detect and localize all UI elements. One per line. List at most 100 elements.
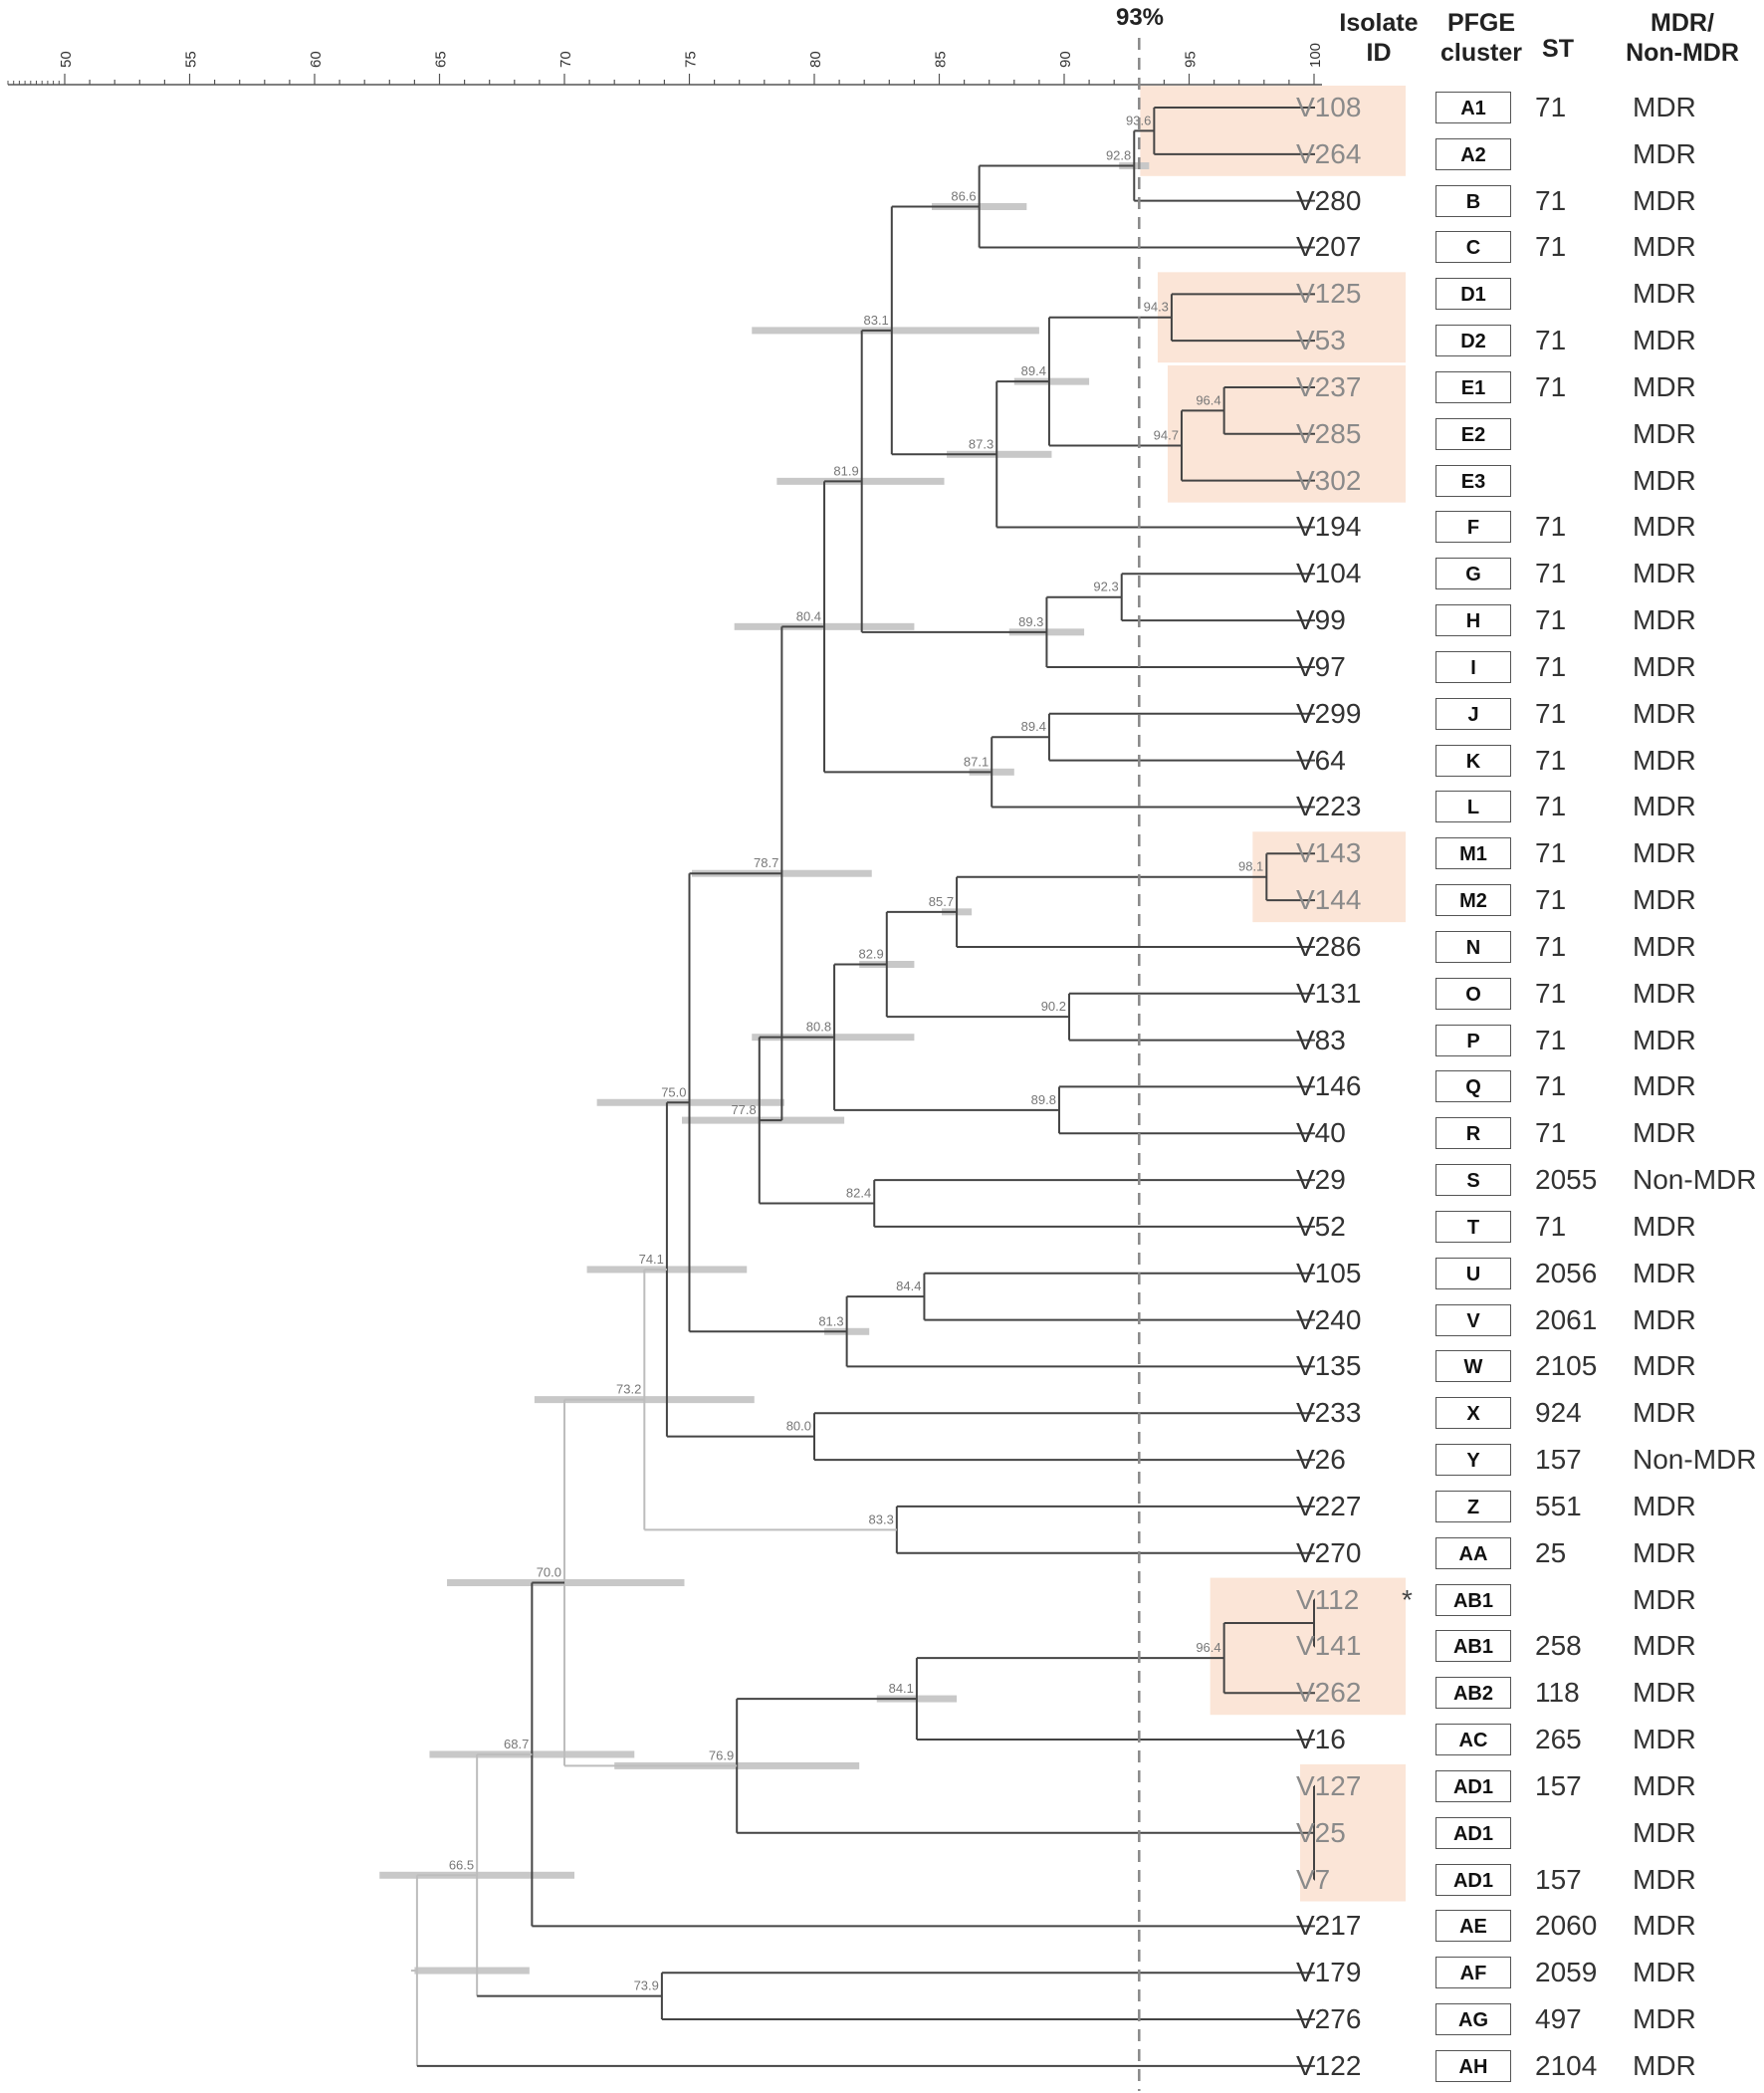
error-bar xyxy=(447,1579,685,1587)
node-value-label: 77.8 xyxy=(731,1102,756,1117)
pfge-cluster-box: H xyxy=(1435,604,1511,637)
mdr-status: MDR xyxy=(1633,1070,1696,1102)
pfge-cluster-header: PFGE cluster xyxy=(1433,8,1529,68)
pfge-cluster-box: C xyxy=(1435,231,1511,264)
st-value: 258 xyxy=(1535,1630,1582,1662)
mdr-status: MDR xyxy=(1633,1536,1696,1568)
isolate-id: V127 xyxy=(1296,1769,1362,1801)
mdr-header-line1: MDR/ xyxy=(1651,9,1714,37)
isolate-id: V285 xyxy=(1296,417,1362,449)
isolate-id: V29 xyxy=(1296,1164,1346,1196)
st-value: 924 xyxy=(1535,1397,1582,1429)
pfge-cluster-box: K xyxy=(1435,744,1511,777)
isolate-id: V141 xyxy=(1296,1630,1362,1662)
axis-tick-label: 70 xyxy=(557,51,574,68)
node-value-label: 92.3 xyxy=(1093,580,1118,594)
axis-tick-label: 80 xyxy=(807,51,824,68)
pfge-cluster-box: A2 xyxy=(1435,137,1511,170)
isolate-id: V52 xyxy=(1296,1210,1346,1242)
isolate-id: V227 xyxy=(1296,1490,1362,1521)
mdr-status: MDR xyxy=(1633,1816,1696,1848)
mdr-status: MDR xyxy=(1633,1397,1696,1429)
node-value-label: 73.9 xyxy=(634,1978,659,1993)
mdr-status: MDR xyxy=(1633,1769,1696,1801)
error-bar xyxy=(1013,377,1090,385)
node-value-label: 66.5 xyxy=(449,1857,474,1872)
pfge-cluster-box: D2 xyxy=(1435,325,1511,357)
st-value: 2105 xyxy=(1535,1350,1598,1382)
pfge-cluster-box: AF xyxy=(1435,1957,1511,1989)
node-value-label: 84.4 xyxy=(896,1279,921,1293)
pfge-cluster-box: AB1 xyxy=(1435,1630,1511,1663)
pfge-cluster-box: I xyxy=(1435,650,1511,683)
st-value: 71 xyxy=(1535,791,1567,822)
isolate-id: V262 xyxy=(1296,1677,1362,1709)
mdr-status: MDR xyxy=(1633,977,1696,1009)
st-value: 2061 xyxy=(1535,1303,1598,1335)
st-value: 71 xyxy=(1535,930,1567,962)
node-value-label: 74.1 xyxy=(639,1252,664,1267)
mdr-status: MDR xyxy=(1633,137,1696,169)
pfge-cluster-box: F xyxy=(1435,511,1511,544)
mdr-status: Non-MDR xyxy=(1633,1164,1757,1196)
mdr-status: MDR xyxy=(1633,92,1696,122)
node-value-label: 92.8 xyxy=(1106,148,1131,163)
node-value-label: 82.4 xyxy=(846,1186,871,1201)
isolate-id: V143 xyxy=(1296,837,1362,869)
mdr-status: MDR xyxy=(1633,1210,1696,1242)
isolate-id: V108 xyxy=(1296,92,1362,122)
isolate-id: V112 xyxy=(1296,1583,1360,1615)
isolate-id: V299 xyxy=(1296,697,1362,729)
axis-tick-label: 95 xyxy=(1183,51,1200,68)
isolate-id: V179 xyxy=(1296,1957,1362,1988)
isolate-id: V194 xyxy=(1296,511,1362,543)
isolate-id: V125 xyxy=(1296,278,1362,310)
pfge-cluster-box: AB2 xyxy=(1435,1677,1511,1710)
pfge-cluster-box: AG xyxy=(1435,2003,1511,2036)
node-value-label: 75.0 xyxy=(661,1084,686,1099)
isolate-id: V104 xyxy=(1296,558,1362,589)
mdr-status: MDR xyxy=(1633,1724,1696,1755)
isolate-id: V217 xyxy=(1296,1910,1362,1942)
node-value-label: 68.7 xyxy=(504,1737,529,1751)
pfge-cluster-box: R xyxy=(1435,1117,1511,1150)
isolate-id: V276 xyxy=(1296,2003,1362,2035)
mdr-status: MDR xyxy=(1633,744,1696,776)
node-value-label: 89.3 xyxy=(1018,614,1043,629)
pfge-header-line1: PFGE xyxy=(1446,9,1516,37)
mdr-status: MDR xyxy=(1633,1957,1696,1988)
pfge-cluster-box: V xyxy=(1435,1303,1511,1336)
isolate-header-line1: Isolate xyxy=(1339,9,1419,37)
pfge-cluster-box: X xyxy=(1435,1397,1511,1430)
cluster-highlight xyxy=(1140,86,1406,176)
axis-tick-label: 100 xyxy=(1307,43,1324,68)
node-value-label: 73.2 xyxy=(616,1382,641,1397)
isolate-id: V26 xyxy=(1296,1444,1346,1476)
node-value-label: 89.8 xyxy=(1031,1092,1056,1107)
node-value-label: 76.9 xyxy=(709,1747,734,1762)
st-value: 2059 xyxy=(1535,1957,1598,1988)
mdr-status: MDR xyxy=(1633,697,1696,729)
mdr-status: MDR xyxy=(1633,650,1696,682)
pfge-cluster-box: D1 xyxy=(1435,278,1511,311)
st-value: 71 xyxy=(1535,697,1567,729)
st-value: 71 xyxy=(1535,650,1567,682)
axis-tick-label: 65 xyxy=(433,51,450,68)
isolate-id: V25 xyxy=(1296,1816,1346,1848)
node-value-label: 83.1 xyxy=(863,313,888,328)
node-value-label: 80.8 xyxy=(806,1020,831,1035)
pfge-cluster-box: AD1 xyxy=(1435,1863,1511,1896)
threshold-label: 93% xyxy=(1115,4,1165,31)
st-value: 71 xyxy=(1535,231,1567,263)
isolate-id: V99 xyxy=(1296,604,1346,636)
axis-tick-label: 55 xyxy=(183,51,200,68)
isolate-id: V264 xyxy=(1296,137,1362,169)
pfge-cluster-box: O xyxy=(1435,977,1511,1010)
st-header: ST xyxy=(1542,35,1574,63)
mdr-status: MDR xyxy=(1633,1350,1696,1382)
st-value: 71 xyxy=(1535,1070,1567,1102)
pfge-cluster-box: M1 xyxy=(1435,837,1511,870)
node-value-label: 90.2 xyxy=(1041,999,1066,1014)
pfge-cluster-box: Z xyxy=(1435,1490,1511,1522)
